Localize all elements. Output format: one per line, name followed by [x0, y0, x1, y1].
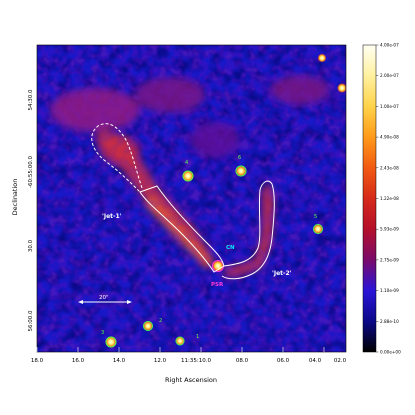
x-tick-label: 14.0	[113, 358, 126, 364]
source-label-3: 3	[101, 330, 104, 336]
colorbar-label: 0.00e+00	[380, 350, 401, 355]
colorbar-label: 4.90e-08	[380, 135, 399, 140]
jet1-label: 'Jet-1'	[102, 213, 122, 220]
y-axis-title: Declination	[11, 179, 19, 216]
source-label-6: 6	[238, 155, 241, 161]
colorbar-label: 2.00e-07	[380, 73, 399, 78]
y-tick-label: 54:30.0	[28, 89, 34, 111]
x-tick-label: 18.0	[31, 358, 44, 364]
colorbar-label: 2.88e-10	[380, 319, 399, 324]
x-tick-label: 02.0	[334, 358, 347, 364]
y-tick-label: 56:00.0	[28, 310, 34, 332]
colorbar-label: 2.43e-08	[380, 165, 399, 170]
jet1-outline	[139, 185, 225, 273]
colorbar-label: 5.93e-09	[380, 227, 399, 232]
plot-frame	[36, 44, 347, 353]
x-axis-title: Right Ascension	[165, 376, 217, 384]
source-label-2: 2	[159, 318, 162, 324]
colorbar-label: 4.00e-07	[380, 43, 399, 48]
source-markers	[105, 165, 323, 348]
x-tick-marks	[36, 347, 325, 352]
source-label-1: 1	[196, 334, 199, 340]
colorbar-label: 1.00e-07	[380, 104, 399, 109]
x-tick-label: 08.0	[236, 358, 249, 364]
source-label-4: 4	[185, 160, 188, 166]
x-tick-label: 11:35:10.0	[181, 358, 211, 364]
y-tick-label: 30.0	[28, 239, 34, 252]
jet2-label: 'Jet-2'	[272, 270, 292, 277]
scale-bar	[78, 300, 132, 304]
x-tick-label: 06.0	[277, 358, 290, 364]
y-tick-label: -60:55:00.0	[28, 156, 34, 188]
x-tick-label: 04.0	[309, 358, 322, 364]
x-tick-label: 16.0	[72, 358, 85, 364]
colorbar-label: 1.22e-08	[380, 196, 399, 201]
colorbar: 4.00e-07 2.00e-07 1.00e-07 4.90e-08 2.43e-08…	[362, 43, 401, 355]
x-tick-label: 12.0	[154, 358, 167, 364]
cn-label: CN	[226, 245, 235, 251]
colorbar-label: 1.10e-09	[380, 288, 399, 293]
jet2-outline	[221, 180, 275, 280]
scale-label: 20"	[99, 295, 109, 301]
jet1-outline-dashed	[91, 123, 143, 193]
colorbar-label: 2.75e-09	[380, 257, 399, 262]
image-panel	[37, 45, 346, 352]
point-sources	[105, 53, 346, 348]
source-label-5: 5	[314, 214, 317, 220]
psr-label: PSR	[211, 282, 224, 288]
